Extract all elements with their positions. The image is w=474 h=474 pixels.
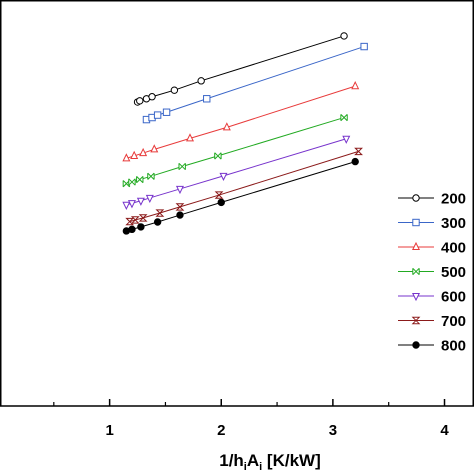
data-point xyxy=(122,201,131,210)
data-point xyxy=(148,93,156,101)
data-point xyxy=(130,150,139,159)
data-point xyxy=(155,209,165,217)
data-point xyxy=(136,97,144,105)
data-point xyxy=(412,218,420,227)
series-200 xyxy=(133,32,348,106)
data-point xyxy=(354,147,363,156)
data-point xyxy=(219,172,228,182)
data-point xyxy=(138,214,148,222)
data-point xyxy=(185,133,195,142)
data-point xyxy=(222,122,231,131)
data-point xyxy=(412,267,420,276)
data-point xyxy=(153,218,162,226)
data-point xyxy=(360,42,368,51)
data-point xyxy=(145,194,154,204)
legend-label: 700 xyxy=(441,313,466,330)
series-400 xyxy=(122,80,360,162)
legend-label: 200 xyxy=(441,191,466,208)
data-point xyxy=(136,197,145,206)
data-point xyxy=(203,95,211,103)
legend-item-800: 800 xyxy=(398,338,466,355)
x-tick-label: 1 xyxy=(105,422,113,439)
legend-label: 600 xyxy=(441,289,466,306)
data-point xyxy=(411,292,421,302)
legend-label: 300 xyxy=(441,215,466,232)
data-point xyxy=(170,86,179,94)
legend-item-200: 200 xyxy=(398,191,466,208)
data-point xyxy=(136,176,144,184)
series-700 xyxy=(125,147,363,226)
data-point xyxy=(176,211,184,219)
legend-item-400: 400 xyxy=(398,240,466,257)
legend-item-300: 300 xyxy=(398,215,466,232)
x-tick-label: 2 xyxy=(217,422,225,439)
data-point xyxy=(217,198,225,207)
series-600 xyxy=(122,135,351,210)
legend-item-500: 500 xyxy=(398,264,466,281)
data-point xyxy=(214,191,224,199)
legend: 200 300 400 500 600 700 800 xyxy=(398,191,466,355)
data-point xyxy=(128,178,136,186)
data-point xyxy=(122,180,131,188)
series-800 xyxy=(122,157,359,235)
data-point xyxy=(137,223,145,231)
x-tick-label: 4 xyxy=(440,422,449,439)
data-point xyxy=(340,32,348,40)
data-point xyxy=(351,80,360,90)
legend-item-600: 600 xyxy=(398,289,466,306)
data-point xyxy=(122,153,131,162)
data-point xyxy=(411,241,421,251)
data-point xyxy=(127,200,136,209)
data-point xyxy=(342,135,351,144)
data-point xyxy=(130,216,140,224)
legend-label: 800 xyxy=(441,338,466,355)
data-point xyxy=(175,185,184,195)
legend-label: 500 xyxy=(441,264,466,281)
series-500 xyxy=(122,113,348,188)
x-axis-title: 1/hiAi [K/kW] xyxy=(219,451,321,473)
data-point xyxy=(197,77,205,85)
data-point xyxy=(411,316,421,325)
plot-frame xyxy=(0,0,474,407)
data-point xyxy=(412,194,420,202)
data-point xyxy=(147,172,155,180)
data-point xyxy=(175,203,185,211)
legend-label: 400 xyxy=(441,240,466,257)
legend-item-700: 700 xyxy=(398,313,466,330)
series-layer xyxy=(122,32,368,235)
data-point xyxy=(214,152,222,160)
x-tick-label: 3 xyxy=(329,422,337,439)
data-point xyxy=(340,113,348,122)
data-point xyxy=(139,147,148,157)
data-point xyxy=(162,108,171,116)
data-point xyxy=(351,157,359,166)
series-300 xyxy=(142,42,368,124)
data-point xyxy=(128,225,136,234)
data-point xyxy=(412,341,420,349)
data-point xyxy=(150,144,159,153)
data-point xyxy=(125,217,135,226)
x-axis-ticks: 1 2 3 4 xyxy=(53,399,449,439)
data-point xyxy=(178,162,186,171)
data-point xyxy=(153,111,162,119)
plot-border xyxy=(0,0,474,407)
